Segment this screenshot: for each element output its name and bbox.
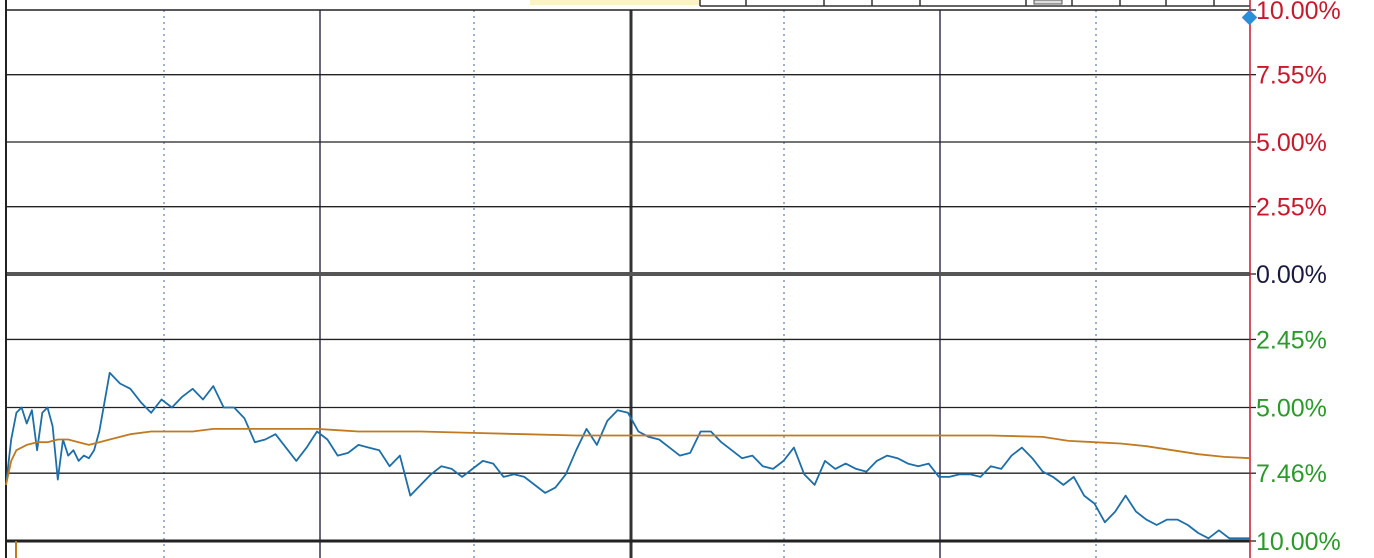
y-tick-label-4: 0.00% (1256, 261, 1327, 289)
y-tick-label-3: 2.55% (1256, 194, 1327, 222)
y-tick-label-7: 7.46% (1256, 460, 1327, 488)
top-strip-box (1033, 0, 1063, 5)
series-line-1 (5, 427, 1251, 486)
y-tick-label-6: 5.00% (1256, 395, 1327, 423)
series-line-0 (5, 371, 1250, 540)
top-strip-highlight (530, 0, 700, 5)
y-tick-label-1: 7.55% (1256, 62, 1327, 90)
y-tick-label-5: 2.45% (1256, 326, 1327, 354)
y-tick-label-0: 10.00% (1256, 0, 1341, 25)
y-tick-label-2: 5.00% (1256, 129, 1327, 157)
y-tick-label-8: 10.00% (1256, 528, 1341, 556)
top-right-marker (1241, 9, 1258, 26)
